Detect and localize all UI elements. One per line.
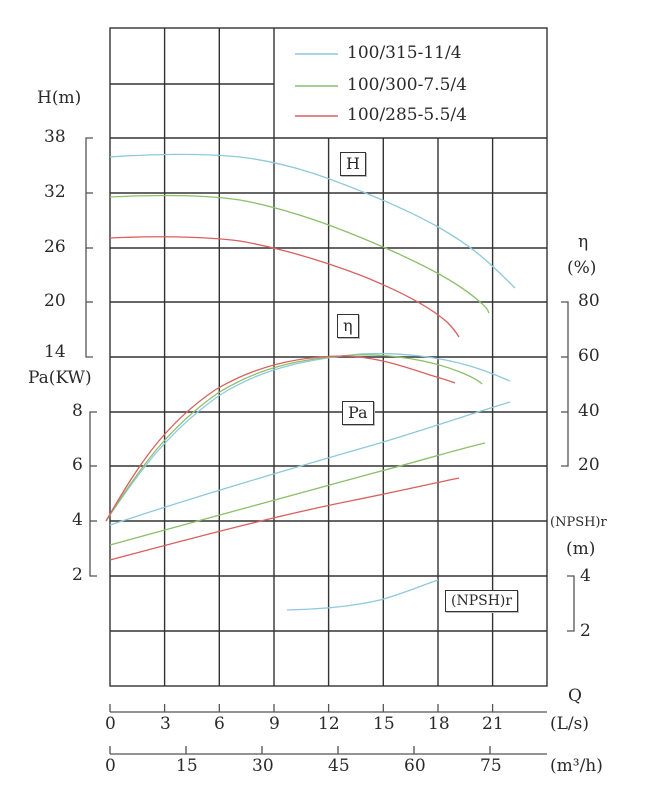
h-tick-20: 20: [44, 291, 66, 311]
eta-tick-40: 40: [578, 401, 600, 421]
h-tick-26: 26: [44, 237, 66, 257]
pa-curves: [109, 401, 511, 561]
pa-curve-red: [109, 477, 460, 561]
m3h-tick-60: 60: [404, 756, 426, 776]
npsh-curve-blue: [286, 579, 439, 611]
m3h-tick-30: 30: [252, 756, 274, 776]
pa-tick-6: 6: [72, 455, 83, 475]
q-axis-label: Q: [568, 686, 582, 706]
ls-tick-3: 3: [160, 714, 171, 734]
eta-curve-label-box: η: [337, 314, 359, 338]
ls-tick-9: 9: [269, 714, 280, 734]
eta-curve-red: [105, 355, 456, 522]
legend-label-blue: 100/315-11/4: [347, 43, 462, 63]
ls-tick-0: 0: [105, 714, 116, 734]
npsh-axis-label: (NPSH)r: [550, 515, 607, 530]
ls-tick-18: 18: [428, 714, 450, 734]
m3h-tick-75: 75: [480, 756, 502, 776]
m3h-tick-45: 45: [328, 756, 350, 776]
h-tick-38: 38: [44, 127, 66, 147]
eta-axis-label: η: [578, 232, 589, 252]
pa-curve-blue: [109, 401, 511, 526]
legend-swatches: [295, 53, 338, 117]
eta-curve-green: [105, 354, 483, 522]
legend-label-green: 100/300-7.5/4: [347, 75, 467, 95]
legend-label-red: 100/285-5.5/4: [347, 105, 467, 125]
h-curve-green: [109, 194, 490, 314]
q-unit-m3h: (m³/h): [550, 756, 603, 776]
eta-tick-60: 60: [578, 346, 600, 366]
pa-tick-2: 2: [72, 565, 83, 585]
ls-tick-6: 6: [214, 714, 225, 734]
pa-axis-bracket: [89, 411, 97, 577]
pa-curve-green: [109, 442, 486, 546]
npsh-tick-2: 2: [580, 621, 591, 641]
q-unit-ls: (L/s): [550, 714, 590, 734]
ls-tick-12: 12: [318, 714, 340, 734]
h-curve-red: [109, 236, 460, 338]
npsh-curve-label-box: (NPSH)r: [445, 590, 519, 612]
h-curve-blue: [109, 153, 516, 289]
npsh-axis-bracket: [567, 575, 575, 632]
pa-tick-8: 8: [72, 401, 83, 421]
npsh-unit-label: (m): [566, 539, 596, 559]
h-curve-label-box: H: [340, 152, 366, 176]
m3h-tick-15: 15: [176, 756, 198, 776]
pa-tick-4: 4: [72, 510, 83, 530]
eta-curve-blue: [105, 352, 511, 522]
eta-axis-bracket: [561, 301, 569, 467]
eta-tick-80: 80: [578, 291, 600, 311]
pa-curve-label-box: Pa: [342, 401, 374, 425]
npsh-tick-4: 4: [580, 566, 591, 586]
m3h-tick-0: 0: [105, 756, 116, 776]
eta-unit-label: (%): [567, 258, 597, 278]
q-ls-axis: [109, 704, 547, 713]
q-m3h-axis: [109, 746, 547, 755]
ls-tick-21: 21: [482, 714, 504, 734]
h-axis-bracket: [85, 137, 93, 358]
h-tick-32: 32: [44, 182, 66, 202]
h-tick-14: 14: [44, 342, 66, 362]
h-curves: [109, 153, 516, 338]
h-axis-label: H(m): [37, 88, 82, 108]
eta-tick-20: 20: [578, 455, 600, 475]
pa-axis-label: Pa(KW): [28, 368, 92, 388]
eta-curves: [105, 352, 511, 522]
ls-tick-15: 15: [373, 714, 395, 734]
